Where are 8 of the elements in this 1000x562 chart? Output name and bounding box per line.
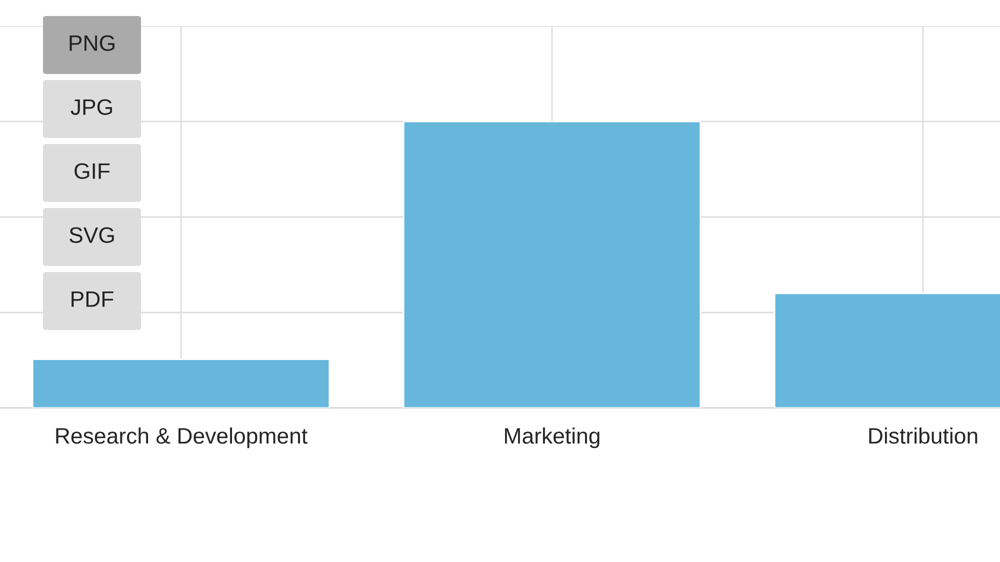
x-tick-label: Marketing	[505, 427, 600, 448]
x-tick-label: Research & Development	[56, 427, 308, 448]
annotation: GIF	[74, 163, 110, 179]
annotation: PDF	[72, 291, 114, 307]
text: JPG	[70, 99, 112, 115]
x-tick-label: Distribution	[869, 427, 978, 444]
text: PNG	[70, 35, 114, 51]
annotation: SVG	[70, 227, 114, 243]
